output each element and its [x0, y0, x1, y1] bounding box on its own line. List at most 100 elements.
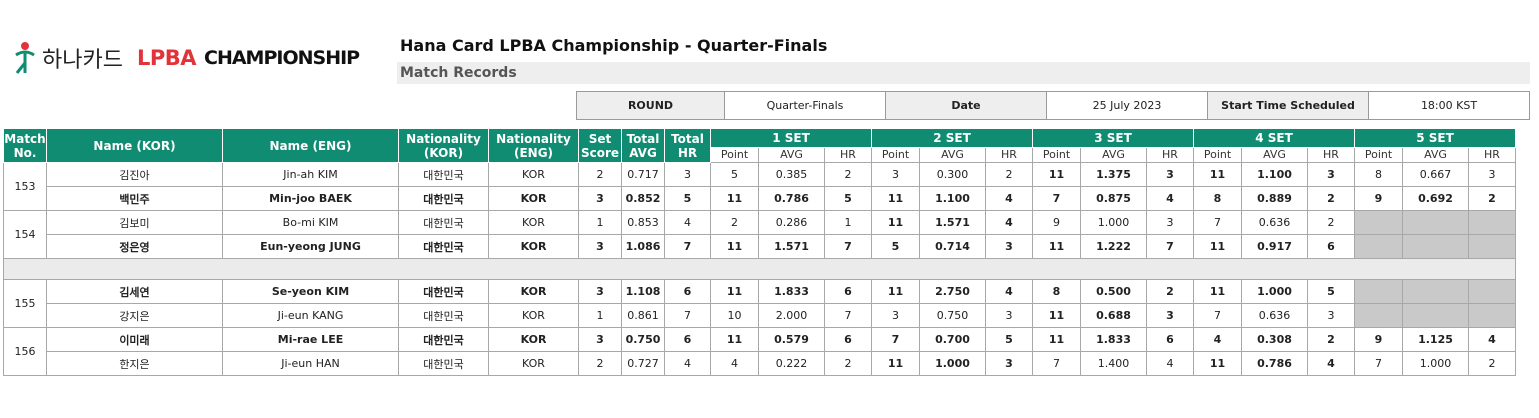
- subheader-set3-point: Point: [1032, 147, 1081, 163]
- subheader-set3-hr: HR: [1146, 147, 1194, 163]
- set3-hr: 3: [1146, 210, 1194, 235]
- set4-point: 11: [1193, 279, 1242, 304]
- nationality-eng: KOR: [488, 234, 579, 259]
- empty-set-cell: [1354, 303, 1403, 328]
- set1-hr: 2: [824, 162, 872, 187]
- set1-avg: 1.833: [758, 279, 825, 304]
- match-info-table: ROUND Quarter-Finals Date 25 July 2023 S…: [576, 91, 1530, 120]
- nationality-kor: 대한민국: [398, 279, 489, 304]
- set2-avg: 2.750: [919, 279, 986, 304]
- set1-avg: 0.786: [758, 186, 825, 211]
- set4-avg: 0.308: [1241, 327, 1308, 352]
- header-set-4: 4 SET: [1193, 128, 1355, 148]
- set3-hr: 6: [1146, 327, 1194, 352]
- set2-hr: 4: [985, 210, 1033, 235]
- total-avg: 0.853: [621, 210, 665, 235]
- total-avg: 1.108: [621, 279, 665, 304]
- set1-point: 2: [710, 210, 759, 235]
- nationality-eng: KOR: [488, 351, 579, 376]
- set4-hr: 2: [1307, 186, 1355, 211]
- set4-point: 8: [1193, 186, 1242, 211]
- nationality-eng: KOR: [488, 186, 579, 211]
- divider-cell: [3, 258, 1516, 280]
- set-score: 1: [578, 210, 622, 235]
- player-name-kor: 김진아: [46, 162, 223, 187]
- date-value: 25 July 2023: [1046, 91, 1208, 120]
- set-score: 3: [578, 327, 622, 352]
- set5-avg: 0.667: [1402, 162, 1469, 187]
- empty-set-cell: [1354, 279, 1403, 304]
- set1-point: 11: [710, 234, 759, 259]
- set3-hr: 3: [1146, 162, 1194, 187]
- set2-point: 5: [871, 234, 920, 259]
- player-name-eng: Bo-mi KIM: [222, 210, 399, 235]
- set1-point: 11: [710, 186, 759, 211]
- subheader-set4-avg: AVG: [1241, 147, 1308, 163]
- set4-hr: 2: [1307, 210, 1355, 235]
- set5-hr: 3: [1468, 162, 1516, 187]
- set2-avg: 0.300: [919, 162, 986, 187]
- empty-set-cell: [1468, 303, 1516, 328]
- total-avg: 0.750: [621, 327, 665, 352]
- nationality-eng: KOR: [488, 279, 579, 304]
- subheader-set2-point: Point: [871, 147, 920, 163]
- set2-point: 7: [871, 327, 920, 352]
- table-row: 강지은 Ji-eun KANG 대한민국 KOR 1 0.861 7 10 2.000 7 3 0.7…: [4, 303, 1516, 328]
- empty-set-cell: [1468, 210, 1516, 235]
- set-score: 1: [578, 303, 622, 328]
- player-name-eng: Ji-eun KANG: [222, 303, 399, 328]
- set3-point: 8: [1032, 279, 1081, 304]
- set1-hr: 6: [824, 327, 872, 352]
- set3-point: 11: [1032, 162, 1081, 187]
- set-score: 2: [578, 162, 622, 187]
- set4-point: 4: [1193, 327, 1242, 352]
- logo-championship-text: CHAMPIONSHIP: [204, 47, 360, 69]
- subheader-set5-avg: AVG: [1402, 147, 1469, 163]
- set4-point: 7: [1193, 303, 1242, 328]
- player-name-kor: 백민주: [46, 186, 223, 211]
- nationality-eng: KOR: [488, 303, 579, 328]
- event-logo: 하나카드 LPBA CHAMPIONSHIP: [14, 36, 394, 80]
- nationality-kor: 대한민국: [398, 303, 489, 328]
- nationality-eng: KOR: [488, 162, 579, 187]
- page-subtitle: Match Records: [397, 62, 1530, 84]
- set2-avg: 1.000: [919, 351, 986, 376]
- subheader-set4-hr: HR: [1307, 147, 1355, 163]
- total-hr: 5: [664, 186, 711, 211]
- player-name-eng: Eun-yeong JUNG: [222, 234, 399, 259]
- set3-avg: 0.875: [1080, 186, 1147, 211]
- table-row: 156 이미래 Mi-rae LEE 대한민국 KOR 3 0.750 6 11 0.579 6 7 0…: [3, 327, 1516, 376]
- round-label: ROUND: [576, 91, 725, 120]
- subheader-set5-point: Point: [1354, 147, 1403, 163]
- set2-hr: 4: [985, 279, 1033, 304]
- set4-avg: 1.000: [1241, 279, 1308, 304]
- set4-point: 11: [1193, 234, 1242, 259]
- subheader-set3-avg: AVG: [1080, 147, 1147, 163]
- set1-avg: 0.222: [758, 351, 825, 376]
- set3-hr: 4: [1146, 351, 1194, 376]
- section-divider: [3, 258, 1516, 280]
- header-match-no: Match No.: [3, 128, 47, 163]
- set4-avg: 0.917: [1241, 234, 1308, 259]
- player-name-kor: 한지은: [46, 351, 223, 376]
- header-set-2: 2 SET: [871, 128, 1033, 148]
- set4-point: 11: [1193, 351, 1242, 376]
- set3-hr: 2: [1146, 279, 1194, 304]
- empty-set-cell: [1468, 279, 1516, 304]
- set3-point: 11: [1032, 234, 1081, 259]
- logo-lpba-text: LPBA: [136, 46, 197, 70]
- set2-point: 11: [871, 186, 920, 211]
- total-hr: 3: [664, 162, 711, 187]
- table-row: 한지은 Ji-eun HAN 대한민국 KOR 2 0.727 4 4 0.222 2 11 1.00…: [4, 351, 1516, 376]
- set3-avg: 1.400: [1080, 351, 1147, 376]
- set2-avg: 0.750: [919, 303, 986, 328]
- set2-hr: 3: [985, 303, 1033, 328]
- empty-set-cell: [1402, 279, 1469, 304]
- header-name-kor: Name (KOR): [46, 128, 223, 163]
- subheader-set1-hr: HR: [824, 147, 872, 163]
- set3-avg: 1.000: [1080, 210, 1147, 235]
- set5-avg: 1.125: [1402, 327, 1469, 352]
- set1-hr: 7: [824, 303, 872, 328]
- set1-point: 11: [710, 279, 759, 304]
- header-total-avg: Total AVG: [621, 128, 665, 163]
